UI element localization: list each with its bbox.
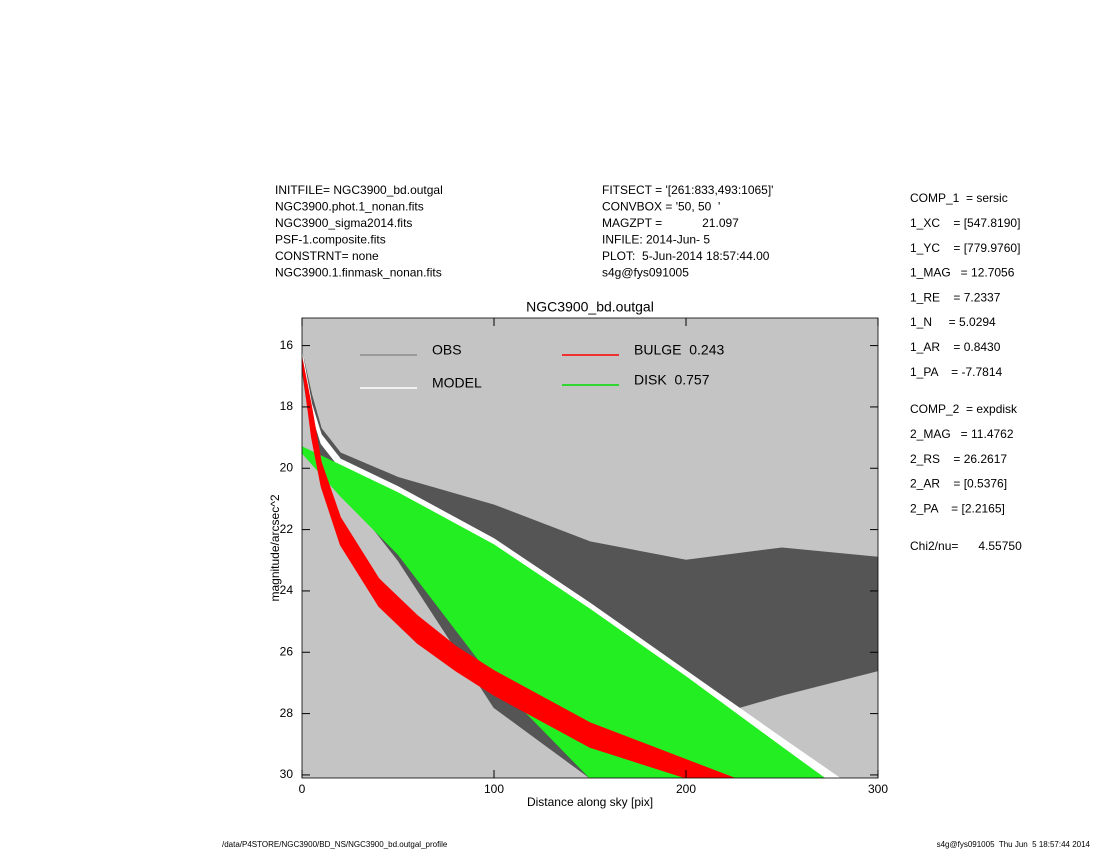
y-tick-label: 18	[280, 399, 294, 413]
header-line: PSF-1.composite.fits	[275, 233, 386, 247]
footer-stamp: s4g@fys091005 Thu Jun 5 18:57:44 2014	[937, 840, 1091, 849]
component-line: 1_N = 5.0294	[910, 315, 996, 329]
header-line: CONVBOX = '50, 50 '	[602, 200, 720, 214]
footer-path: /data/P4STORE/NGC3900/BD_NS/NGC3900_bd.o…	[222, 840, 448, 849]
component-line: 1_YC = [779.9760]	[910, 241, 1020, 255]
header-line: s4g@fys091005	[602, 266, 689, 280]
y-axis-label: magnitude/arcsec^2	[268, 494, 282, 601]
legend-label: DISK 0.757	[634, 372, 710, 388]
x-tick-label: 300	[868, 782, 888, 796]
x-axis-label: Distance along sky [pix]	[527, 795, 653, 809]
component-line: 1_AR = 0.8430	[910, 340, 1001, 354]
component-line: 1_MAG = 12.7056	[910, 266, 1015, 280]
header-line: FITSECT = '[261:833,493:1065]'	[602, 183, 773, 197]
component-line: COMP_1 = sersic	[910, 191, 1008, 205]
x-tick-label: 0	[299, 782, 306, 796]
header-line: INITFILE= NGC3900_bd.outgal	[275, 183, 443, 197]
band	[302, 351, 841, 778]
legend-label: BULGE 0.243	[634, 342, 724, 358]
component-line: 1_PA = -7.7814	[910, 365, 1003, 379]
y-tick-label: 22	[280, 522, 294, 536]
component-line: 1_RE = 7.2337	[910, 290, 1001, 304]
header-line: NGC3900.phot.1_nonan.fits	[275, 200, 424, 214]
component-line: COMP_2 = expdisk	[910, 402, 1018, 416]
chart-title: NGC3900_bd.outgal	[526, 299, 654, 315]
component-line: 2_RS = 26.2617	[910, 452, 1007, 466]
y-tick-label: 20	[280, 460, 294, 474]
header-line: NGC3900.1.finmask_nonan.fits	[275, 266, 442, 280]
legend-label: MODEL	[432, 375, 482, 391]
legend-label: OBS	[432, 342, 462, 358]
plot-layer	[302, 351, 878, 778]
y-tick-label: 28	[280, 706, 294, 720]
header-line: NGC3900_sigma2014.fits	[275, 216, 412, 230]
component-line: 1_XC = [547.8190]	[910, 216, 1020, 230]
component-line: 2_PA = [2.2165]	[910, 501, 1005, 515]
y-tick-label: 26	[280, 644, 294, 658]
plot-frame	[301, 317, 879, 779]
component-line: 2_AR = [0.5376]	[910, 477, 1007, 491]
y-tick-label: 16	[280, 338, 294, 352]
band	[302, 446, 826, 778]
y-tick-label: 30	[280, 767, 294, 781]
component-line: 2_MAG = 11.4762	[910, 427, 1014, 441]
chi-square: Chi2/nu= 4.55750	[910, 539, 1022, 553]
header-line: MAGZPT = 21.097	[602, 216, 739, 230]
y-tick-label: 24	[280, 583, 294, 597]
header-line: CONSTRNT= none	[275, 249, 379, 263]
x-tick-label: 100	[484, 782, 504, 796]
band	[302, 357, 735, 778]
header-line: PLOT: 5-Jun-2014 18:57:44.00	[602, 249, 770, 263]
x-tick-label: 200	[676, 782, 696, 796]
header-line: INFILE: 2014-Jun- 5	[602, 233, 710, 247]
